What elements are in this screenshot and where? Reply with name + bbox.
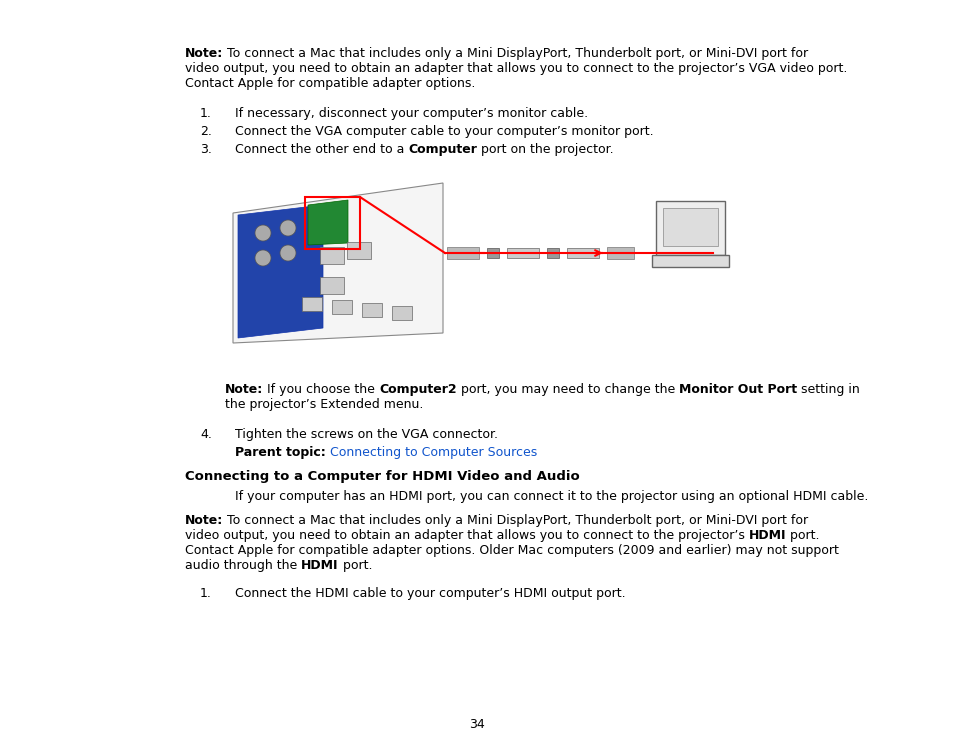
- Text: Monitor Out Port: Monitor Out Port: [679, 383, 797, 396]
- Text: To connect a Mac that includes only a Mini DisplayPort, Thunderbolt port, or Min: To connect a Mac that includes only a Mi…: [223, 47, 807, 60]
- FancyBboxPatch shape: [662, 208, 718, 246]
- FancyBboxPatch shape: [361, 303, 381, 317]
- Text: Connect the HDMI cable to your computer’s HDMI output port.: Connect the HDMI cable to your computer’…: [234, 587, 625, 600]
- FancyBboxPatch shape: [656, 201, 724, 255]
- Text: Note:: Note:: [185, 47, 223, 60]
- Text: port.: port.: [785, 529, 819, 542]
- Text: Computer2: Computer2: [378, 383, 456, 396]
- Text: video output, you need to obtain an adapter that allows you to connect to the pr: video output, you need to obtain an adap…: [185, 62, 846, 75]
- FancyBboxPatch shape: [486, 248, 498, 258]
- Text: 34: 34: [469, 718, 484, 731]
- Text: Contact Apple for compatible adapter options. Older Mac computers (2009 and earl: Contact Apple for compatible adapter opt…: [185, 544, 838, 557]
- Text: port, you may need to change the: port, you may need to change the: [456, 383, 679, 396]
- Text: audio through the: audio through the: [185, 559, 301, 572]
- Text: port.: port.: [338, 559, 372, 572]
- Text: Computer: Computer: [408, 143, 476, 156]
- Text: Contact Apple for compatible adapter options.: Contact Apple for compatible adapter opt…: [185, 77, 475, 90]
- Circle shape: [254, 225, 271, 241]
- FancyBboxPatch shape: [506, 248, 538, 258]
- FancyBboxPatch shape: [392, 306, 412, 320]
- FancyBboxPatch shape: [566, 248, 598, 258]
- Text: 1.: 1.: [200, 107, 212, 120]
- Text: 2.: 2.: [200, 125, 212, 138]
- FancyBboxPatch shape: [606, 247, 634, 259]
- Text: Connecting to Computer Sources: Connecting to Computer Sources: [330, 446, 537, 459]
- FancyBboxPatch shape: [651, 255, 728, 267]
- Text: If you choose the: If you choose the: [263, 383, 378, 396]
- Text: setting in: setting in: [797, 383, 859, 396]
- FancyBboxPatch shape: [546, 248, 558, 258]
- Circle shape: [254, 250, 271, 266]
- Text: If your computer has an HDMI port, you can connect it to the projector using an : If your computer has an HDMI port, you c…: [234, 490, 867, 503]
- Text: port on the projector.: port on the projector.: [476, 143, 613, 156]
- Text: If necessary, disconnect your computer’s monitor cable.: If necessary, disconnect your computer’s…: [234, 107, 587, 120]
- Text: 3.: 3.: [200, 143, 212, 156]
- FancyBboxPatch shape: [347, 242, 371, 259]
- Text: 4.: 4.: [200, 428, 212, 441]
- Text: Tighten the screws on the VGA connector.: Tighten the screws on the VGA connector.: [234, 428, 497, 441]
- FancyBboxPatch shape: [332, 300, 352, 314]
- Text: Note:: Note:: [185, 514, 223, 527]
- FancyBboxPatch shape: [319, 277, 344, 294]
- Circle shape: [280, 220, 295, 236]
- Text: the projector’s Extended menu.: the projector’s Extended menu.: [225, 398, 423, 411]
- Polygon shape: [237, 205, 323, 338]
- FancyBboxPatch shape: [302, 297, 322, 311]
- Polygon shape: [308, 200, 348, 245]
- Text: HDMI: HDMI: [301, 559, 338, 572]
- Circle shape: [280, 245, 295, 261]
- Text: HDMI: HDMI: [748, 529, 785, 542]
- Text: Note:: Note:: [225, 383, 263, 396]
- Text: video output, you need to obtain an adapter that allows you to connect to the pr: video output, you need to obtain an adap…: [185, 529, 748, 542]
- Text: Connect the other end to a: Connect the other end to a: [234, 143, 408, 156]
- Text: Parent topic:: Parent topic:: [234, 446, 325, 459]
- Text: Connect the VGA computer cable to your computer’s monitor port.: Connect the VGA computer cable to your c…: [234, 125, 653, 138]
- FancyBboxPatch shape: [447, 247, 478, 259]
- FancyBboxPatch shape: [319, 247, 344, 264]
- Polygon shape: [233, 183, 442, 343]
- Text: To connect a Mac that includes only a Mini DisplayPort, Thunderbolt port, or Min: To connect a Mac that includes only a Mi…: [223, 514, 807, 527]
- Text: Connecting to a Computer for HDMI Video and Audio: Connecting to a Computer for HDMI Video …: [185, 470, 579, 483]
- Text: 1.: 1.: [200, 587, 212, 600]
- Bar: [305, 197, 359, 249]
